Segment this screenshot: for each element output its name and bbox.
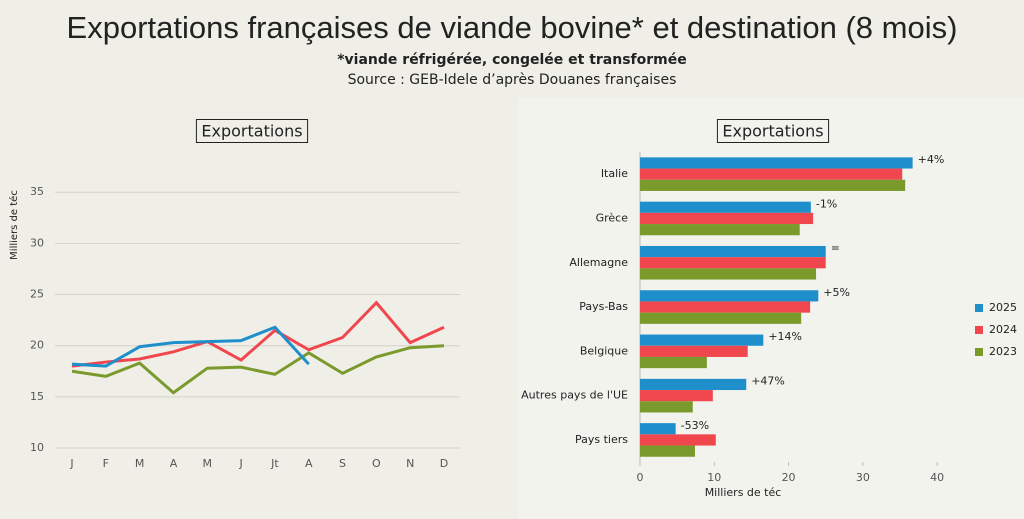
y-tick-label: 30 [30,236,44,249]
category-label: Pays-Bas [579,300,628,313]
x-tick-label: O [372,457,381,470]
x-tick-label: J [238,457,242,470]
x-axis-label: Milliers de téc [705,486,782,499]
x-tick-label: N [406,457,414,470]
x-tick-label: M [135,457,145,470]
bar [640,445,695,457]
bar [640,345,748,357]
category-label: Autres pays de l'UE [521,389,628,402]
title-box [716,119,830,143]
bar [640,423,676,435]
legend-label: 2024 [989,323,1017,336]
page-source: Source : GEB-Idele d’après Douanes franç… [348,72,677,88]
x-tick-label: 30 [856,471,870,484]
line-series [71,344,445,395]
change-label: +47% [751,374,785,387]
bar [640,401,693,413]
x-tick-label: 10 [707,471,721,484]
x-tick-label: 20 [782,471,796,484]
x-tick-label: 40 [930,471,944,484]
title-box [195,119,309,143]
bar [640,224,800,236]
legend-swatch [975,348,983,356]
bar [640,201,811,213]
bar [640,312,802,324]
chart-title: Exportations [722,122,823,141]
bar [640,390,713,402]
y-tick-label: 15 [30,390,44,403]
chart-title: Exportations [201,122,302,141]
bar [640,245,826,258]
x-tick-label: F [103,457,109,470]
category-label: Grèce [596,211,629,224]
legend-label: 2023 [989,345,1017,358]
change-label: = [831,242,840,255]
change-label: -53% [681,419,709,432]
bar [640,356,707,369]
change-label: -1% [816,197,837,210]
x-tick-label: A [305,457,313,470]
bar [640,212,814,225]
change-label: +4% [918,153,945,166]
y-tick-label: 20 [30,339,44,352]
line-series [71,300,445,368]
bar [640,268,817,280]
bar [640,434,716,446]
legend-swatch [975,304,983,312]
category-label: Allemagne [569,256,628,269]
x-tick-label: J [69,457,73,470]
page-subtitle: *viande réfrigérée, congelée et transfor… [337,52,687,68]
x-tick-label: D [440,457,448,470]
bar [640,157,913,169]
change-label: +14% [768,330,802,343]
category-label: Pays tiers [575,433,628,446]
bar [640,257,826,269]
x-tick-label: Jt [270,457,279,470]
legend-swatch [975,326,983,334]
category-label: Italie [601,167,628,180]
y-tick-label: 10 [30,441,44,454]
bar [640,168,903,180]
line-series [71,325,310,368]
y-tick-label: 35 [30,185,44,198]
y-axis-label: Milliers de téc [8,190,20,260]
y-tick-label: 25 [30,288,44,301]
bar [640,334,764,346]
bar [640,179,906,191]
page-title: Exportations françaises de viande bovine… [67,10,958,45]
bar [640,378,747,391]
x-tick-label: 0 [637,471,644,484]
change-label: +5% [823,286,850,299]
x-tick-label: M [203,457,213,470]
bar [640,290,819,302]
bar [640,301,811,313]
x-tick-label: S [339,457,346,470]
category-label: Belgique [580,344,628,357]
x-tick-label: A [170,457,178,470]
legend-label: 2025 [989,301,1017,314]
